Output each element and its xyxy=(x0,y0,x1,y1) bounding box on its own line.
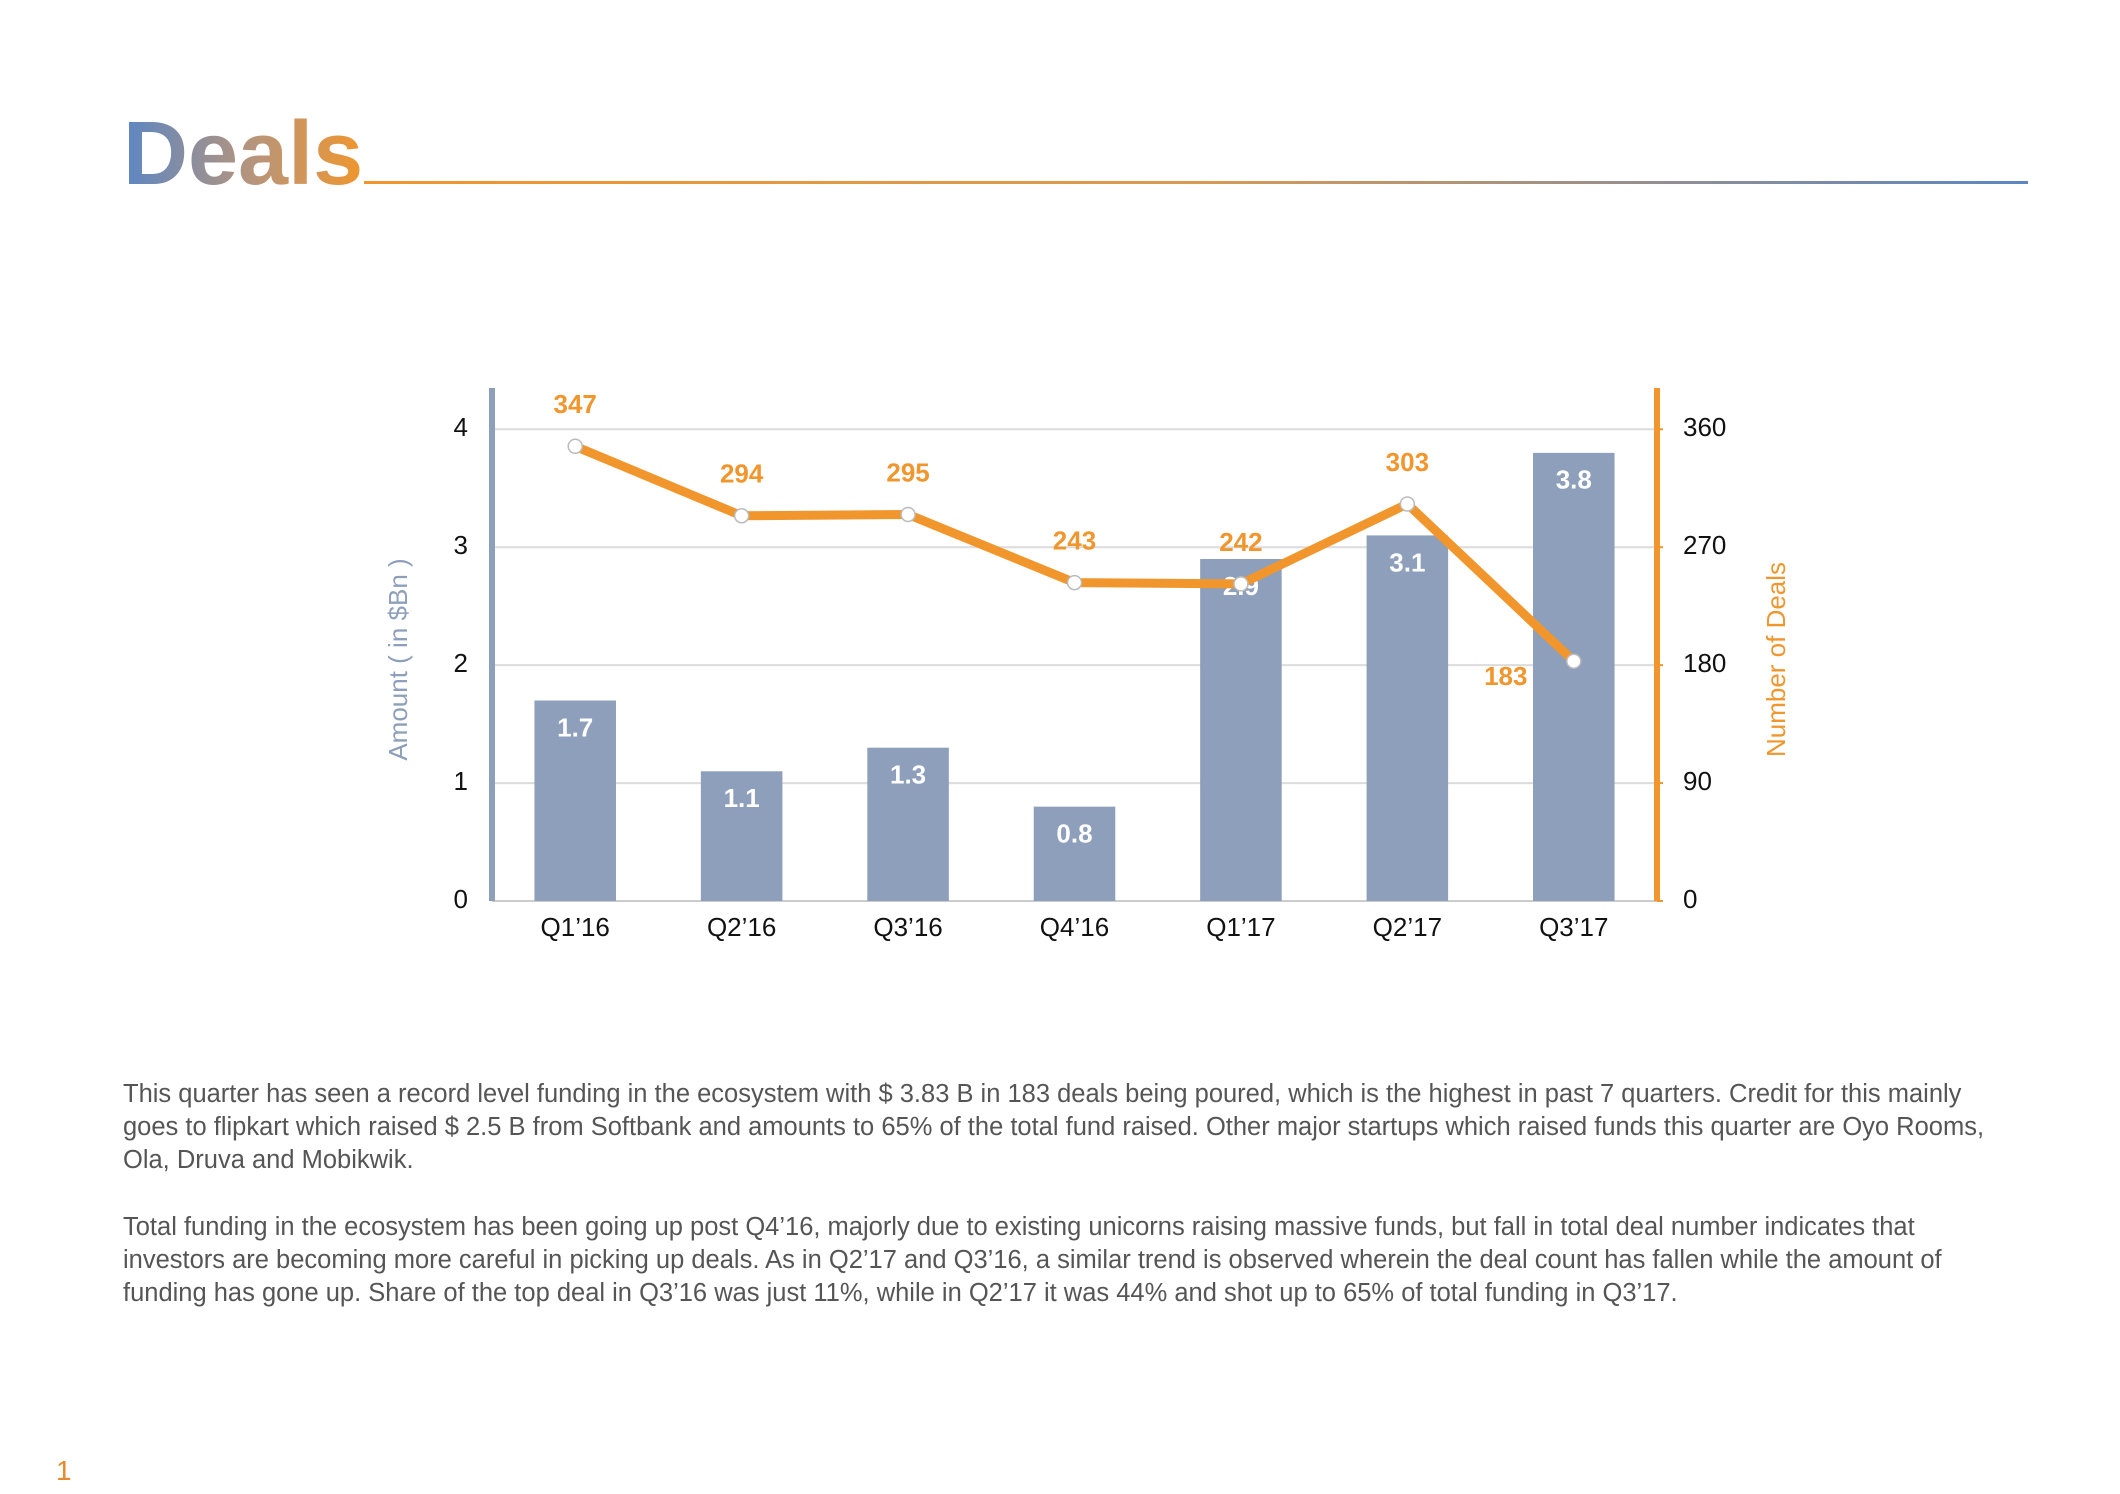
page-title: Deals xyxy=(123,104,363,204)
line-value-label: 243 xyxy=(1053,525,1096,555)
line-value-label: 295 xyxy=(886,457,929,487)
bar xyxy=(1200,559,1282,901)
y-axis-title: Amount ( in $Bn ) xyxy=(383,558,413,760)
bar xyxy=(1533,452,1615,901)
bar-value-label: 3.1 xyxy=(1389,547,1425,577)
x-tick-label: Q2’16 xyxy=(707,912,776,942)
y-tick-label: 3 xyxy=(454,530,468,560)
bar xyxy=(700,771,783,901)
paragraph: This quarter has seen a record level fun… xyxy=(123,1080,1985,1174)
page-number: 1 xyxy=(56,1455,72,1486)
line-value-label: 242 xyxy=(1219,527,1262,557)
x-tick-label: Q3’16 xyxy=(873,912,942,942)
y-tick-label: 2 xyxy=(454,648,468,678)
y2-tick-label: 0 xyxy=(1683,884,1697,914)
line-point xyxy=(567,438,583,455)
bar-value-label: 0.8 xyxy=(1056,819,1092,849)
title-rule xyxy=(364,181,2028,184)
y2-tick-label: 360 xyxy=(1683,412,1726,442)
y2-tick-label: 90 xyxy=(1683,766,1712,796)
y-tick-label: 1 xyxy=(454,766,468,796)
x-tick-label: Q2’17 xyxy=(1373,912,1442,942)
line-value-label: 294 xyxy=(720,459,764,489)
y-tick-label: 4 xyxy=(454,412,468,442)
line-point xyxy=(733,508,750,524)
line-point xyxy=(1066,574,1083,591)
y2-axis-title: Number of Deals xyxy=(1761,562,1791,757)
line-point xyxy=(1399,496,1416,512)
line-point xyxy=(900,506,916,523)
x-tick-label: Q3’17 xyxy=(1539,912,1608,942)
y2-tick-label: 270 xyxy=(1683,530,1726,560)
paragraph: Total funding in the ecosystem has been … xyxy=(123,1213,1942,1307)
bar-value-label: 1.7 xyxy=(557,712,593,742)
line-value-label: 347 xyxy=(554,389,597,419)
bar xyxy=(534,700,616,901)
bar xyxy=(1033,806,1116,901)
bar xyxy=(867,747,949,901)
line-point xyxy=(1566,653,1582,669)
line-value-label: 303 xyxy=(1386,447,1429,477)
line-point xyxy=(1233,576,1249,592)
x-tick-label: Q4’16 xyxy=(1040,912,1109,942)
bar-value-label: 3.8 xyxy=(1556,465,1592,495)
x-tick-label: Q1’16 xyxy=(541,912,610,942)
x-tick-label: Q1’17 xyxy=(1206,912,1275,942)
line-value-label: 183 xyxy=(1484,661,1527,691)
y2-tick-label: 180 xyxy=(1683,648,1726,678)
y-tick-label: 0 xyxy=(454,884,468,914)
bar-value-label: 1.1 xyxy=(724,783,760,813)
bar xyxy=(1366,535,1449,901)
bar-value-label: 1.3 xyxy=(890,760,926,790)
